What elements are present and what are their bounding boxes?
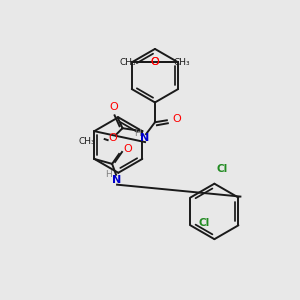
- Text: Cl: Cl: [198, 218, 209, 228]
- Text: N: N: [140, 133, 150, 143]
- Text: Cl: Cl: [216, 164, 228, 174]
- Text: CH₃: CH₃: [78, 136, 95, 146]
- Text: CH₃: CH₃: [120, 58, 136, 67]
- Text: O: O: [151, 57, 159, 67]
- Text: O: O: [173, 114, 182, 124]
- Text: H: H: [105, 170, 112, 179]
- Text: O: O: [109, 102, 118, 112]
- Text: O: O: [108, 133, 117, 143]
- Text: O: O: [151, 57, 159, 67]
- Text: CH₃: CH₃: [173, 58, 190, 67]
- Text: methyl: methyl: [137, 61, 142, 62]
- Text: O: O: [123, 144, 132, 154]
- Text: N: N: [112, 175, 122, 185]
- Text: H: H: [134, 129, 140, 138]
